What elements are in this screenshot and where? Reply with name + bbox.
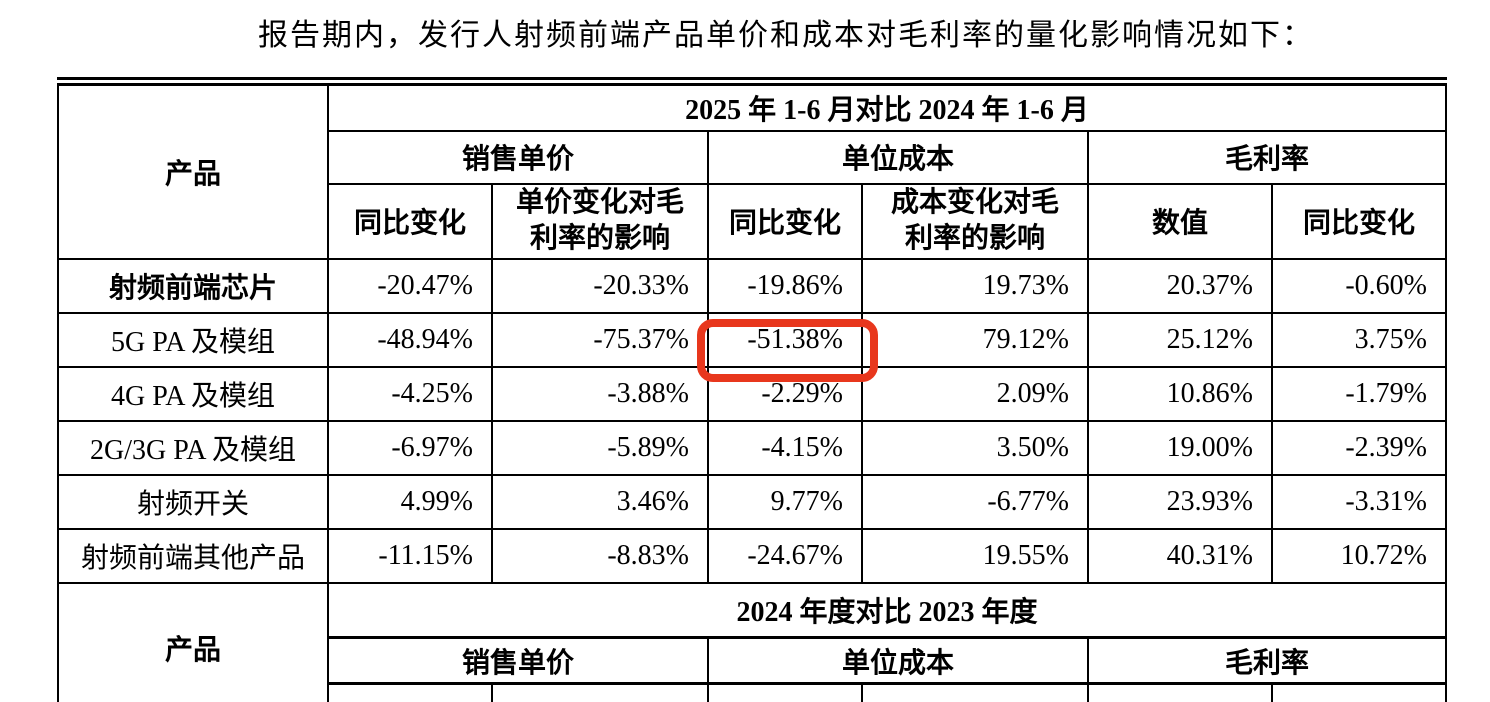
subheader-price-impact: 单价变化对毛 利率的影响 xyxy=(491,182,709,260)
table-row: 同比变化 单价变化对毛 利率的影响 同比变化 成本变化对毛 利率的影响 数值 同… xyxy=(58,182,1447,260)
cell-value: -0.60% xyxy=(1271,257,1447,314)
table-row-4g-pa-modules: 4G PA 及模组 -4.25% -3.88% -2.29% 2.09% 10.… xyxy=(57,365,1447,422)
period-header-s2: 2024 年度对比 2023 年度 xyxy=(327,581,1447,639)
subheader-cost-yoy: 同比变化 xyxy=(707,182,863,260)
table-row-rf-switches: 射频开关 4.99% 3.46% 9.77% -6.77% 23.93% -3.… xyxy=(57,473,1447,530)
intro-paragraph: 报告期内，发行人射频前端产品单价和成本对毛利率的量化影响情况如下： xyxy=(258,19,1314,52)
table-row-clipped xyxy=(58,682,1447,702)
cell-value: -2.39% xyxy=(1271,419,1447,476)
group-header-unit-cost-s2: 单位成本 xyxy=(707,636,1089,685)
row-label: 4G PA 及模组 xyxy=(57,365,329,422)
cell-value: 79.12% xyxy=(861,311,1089,368)
group-header-gross-margin-s2: 毛利率 xyxy=(1087,636,1447,685)
table-row: 产品 2025 年 1-6 月对比 2024 年 1-6 月 xyxy=(57,80,1447,260)
cell-value: 3.75% xyxy=(1271,311,1447,368)
cell-value: 9.77% xyxy=(707,473,863,530)
group-header-sales-price-s1: 销售单价 xyxy=(327,129,709,185)
table-row: 销售单价 单位成本 毛利率 xyxy=(58,129,1447,185)
group-header-unit-cost-s1: 单位成本 xyxy=(707,129,1089,185)
row-label: 射频开关 xyxy=(57,473,329,530)
cell-value: -20.47% xyxy=(327,257,493,314)
cell-value: -20.33% xyxy=(491,257,709,314)
cell-value: 10.86% xyxy=(1087,365,1273,422)
table-row-5g-pa-modules: 5G PA 及模组 -48.94% -75.37% -51.38% 79.12%… xyxy=(57,311,1447,368)
cell-value: 20.37% xyxy=(1087,257,1273,314)
table-row-rf-other-products: 射频前端其他产品 -11.15% -8.83% -24.67% 19.55% 4… xyxy=(57,527,1447,584)
subheader-margin-yoy: 同比变化 xyxy=(1271,182,1447,260)
cell-value: 4.99% xyxy=(327,473,493,530)
cell-value-highlighted: -51.38% xyxy=(707,311,863,368)
subheader-cost-impact: 成本变化对毛 利率的影响 xyxy=(861,182,1089,260)
cell-value: -5.89% xyxy=(491,419,709,476)
cell-value: -3.88% xyxy=(491,365,709,422)
cell-value: -19.86% xyxy=(707,257,863,314)
period-header-s1: 2025 年 1-6 月对比 2024 年 1-6 月 xyxy=(327,80,1447,132)
cell-value: 3.50% xyxy=(861,419,1089,476)
table-row: 销售单价 单位成本 毛利率 xyxy=(58,636,1447,685)
impact-table: 产品 2025 年 1-6 月对比 2024 年 1-6 月 销售单价 单位成本… xyxy=(57,77,1447,702)
cell-value: -4.15% xyxy=(707,419,863,476)
cell-value: 19.73% xyxy=(861,257,1089,314)
cell-value: -48.94% xyxy=(327,311,493,368)
cell-value: 3.46% xyxy=(491,473,709,530)
cell-value: -24.67% xyxy=(707,527,863,584)
cell-value: 40.31% xyxy=(1087,527,1273,584)
table-row-rf-front-end-chips: 射频前端芯片 -20.47% -20.33% -19.86% 19.73% 20… xyxy=(57,257,1447,314)
cell-value: 10.72% xyxy=(1271,527,1447,584)
row-label: 射频前端其他产品 xyxy=(57,527,329,584)
cell-value: 19.00% xyxy=(1087,419,1273,476)
cell-value: 2.09% xyxy=(861,365,1089,422)
cell-value: -4.25% xyxy=(327,365,493,422)
subheader-margin-value: 数值 xyxy=(1087,182,1273,260)
cell-value: -11.15% xyxy=(327,527,493,584)
product-column-header-s1: 产品 xyxy=(57,80,329,260)
cell-value: 19.55% xyxy=(861,527,1089,584)
cell-value: 23.93% xyxy=(1087,473,1273,530)
cell-value: -8.83% xyxy=(491,527,709,584)
row-label: 射频前端芯片 xyxy=(57,257,329,314)
cell-value: -1.79% xyxy=(1271,365,1447,422)
table-row-2g3g-pa-modules: 2G/3G PA 及模组 -6.97% -5.89% -4.15% 3.50% … xyxy=(57,419,1447,476)
product-column-header-s2: 产品 xyxy=(57,581,329,702)
cell-value: -3.31% xyxy=(1271,473,1447,530)
cell-value: -75.37% xyxy=(491,311,709,368)
cell-value: -6.77% xyxy=(861,473,1089,530)
subheader-price-yoy: 同比变化 xyxy=(327,182,493,260)
table-row: 产品 2024 年度对比 2023 年度 xyxy=(57,581,1447,702)
cell-value: 25.12% xyxy=(1087,311,1273,368)
cell-value: -6.97% xyxy=(327,419,493,476)
group-header-gross-margin-s1: 毛利率 xyxy=(1087,129,1447,185)
group-header-sales-price-s2: 销售单价 xyxy=(327,636,709,685)
row-label: 2G/3G PA 及模组 xyxy=(57,419,329,476)
cell-value: -2.29% xyxy=(707,365,863,422)
row-label: 5G PA 及模组 xyxy=(57,311,329,368)
